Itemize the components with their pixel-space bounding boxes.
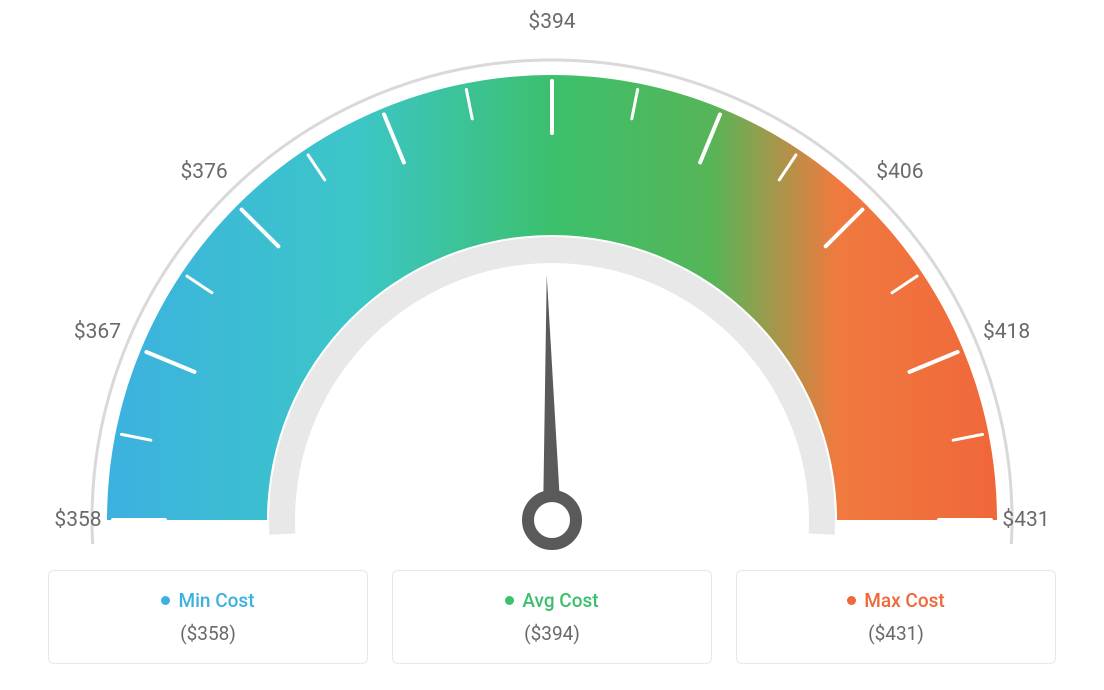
legend-label-text: Max Cost (864, 589, 944, 612)
gauge-scale-label: $418 (983, 320, 1030, 344)
dot-icon (505, 596, 514, 605)
gauge-svg (0, 0, 1104, 560)
legend-card-avg: Avg Cost ($394) (392, 570, 712, 664)
legend-value-max: ($431) (749, 622, 1043, 645)
legend-card-min: Min Cost ($358) (48, 570, 368, 664)
gauge-scale-label: $406 (876, 160, 923, 184)
legend-label-avg: Avg Cost (505, 589, 598, 612)
legend-value-min: ($358) (61, 622, 355, 645)
legend-row: Min Cost ($358) Avg Cost ($394) Max Cost… (0, 570, 1104, 664)
gauge-chart: $358 $367 $376 $394 $406 $418 $431 (0, 0, 1104, 560)
gauge-scale-label: $367 (74, 320, 121, 344)
gauge-scale-label: $394 (528, 10, 575, 34)
legend-card-max: Max Cost ($431) (736, 570, 1056, 664)
legend-label-min: Min Cost (161, 589, 254, 612)
legend-label-max: Max Cost (847, 589, 944, 612)
gauge-scale-label: $358 (54, 508, 101, 532)
gauge-scale-label: $431 (1002, 508, 1049, 532)
dot-icon (161, 596, 170, 605)
legend-label-text: Avg Cost (522, 589, 598, 612)
dot-icon (847, 596, 856, 605)
legend-value-avg: ($394) (405, 622, 699, 645)
gauge-scale-label: $376 (180, 160, 227, 184)
legend-label-text: Min Cost (178, 589, 254, 612)
